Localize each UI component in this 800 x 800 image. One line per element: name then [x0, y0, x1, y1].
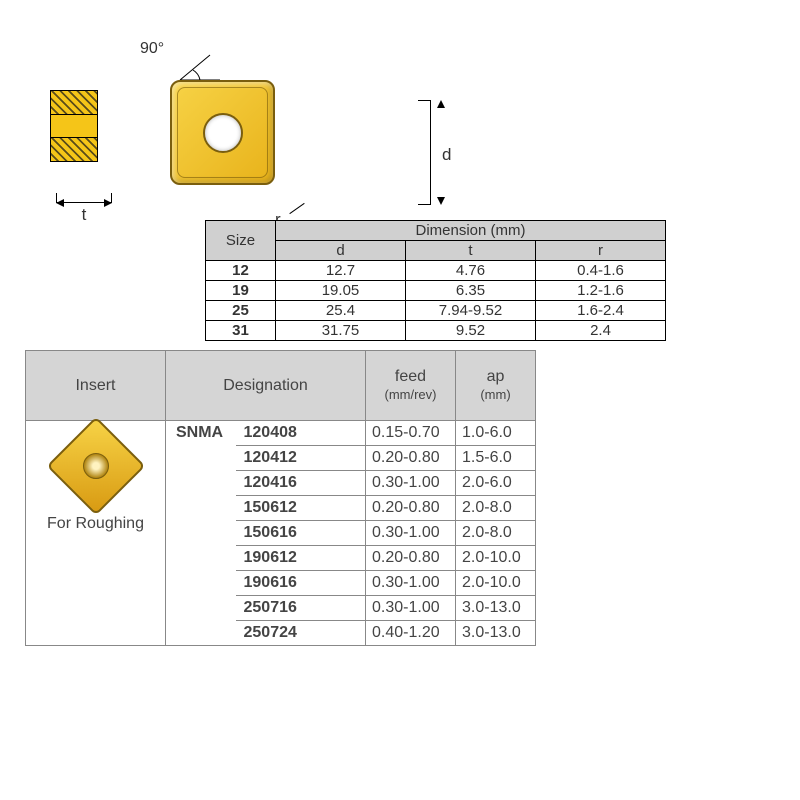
size-cell: 19: [206, 281, 276, 301]
ap-cell: 1.0-6.0: [456, 421, 536, 446]
t-cell: 7.94-9.52: [406, 301, 536, 321]
technical-diagram: t 90° r d Size Dimension (mm): [40, 60, 760, 280]
dimension-header: Dimension (mm): [276, 221, 666, 241]
feed-cell: 0.20-0.80: [366, 446, 456, 471]
code-cell: 250716: [236, 596, 366, 621]
insert-square-icon: [170, 80, 275, 185]
code-cell: 120416: [236, 471, 366, 496]
insert-label: For Roughing: [34, 515, 157, 533]
size-header: Size: [206, 221, 276, 261]
dimension-table-body: 1212.74.760.4-1.61919.056.351.2-1.62525.…: [206, 261, 666, 341]
angle-arc-icon: [175, 45, 225, 85]
size-cell: 12: [206, 261, 276, 281]
feed-cell: 0.30-1.00: [366, 521, 456, 546]
table-row: For RoughingSNMA1204080.15-0.701.0-6.0: [26, 421, 536, 446]
feed-cell: 0.30-1.00: [366, 571, 456, 596]
r-cell: 0.4-1.6: [536, 261, 666, 281]
col-r: r: [536, 241, 666, 261]
d-cell: 12.7: [276, 261, 406, 281]
feed-cell: 0.30-1.00: [366, 596, 456, 621]
feed-cell: 0.20-0.80: [366, 546, 456, 571]
ap-cell: 2.0-10.0: [456, 571, 536, 596]
t-cell: 6.35: [406, 281, 536, 301]
d-label: d: [442, 145, 451, 165]
t-label: t: [56, 205, 112, 225]
t-cell: 4.76: [406, 261, 536, 281]
ap-cell: 2.0-10.0: [456, 546, 536, 571]
feed-cell: 0.30-1.00: [366, 471, 456, 496]
r-cell: 2.4: [536, 321, 666, 341]
d-cell: 25.4: [276, 301, 406, 321]
col-t: t: [406, 241, 536, 261]
code-cell: 150616: [236, 521, 366, 546]
side-profile-icon: [50, 90, 98, 162]
feed-header: feed (mm/rev): [366, 351, 456, 421]
designation-header: Designation: [166, 351, 366, 421]
code-cell: 250724: [236, 621, 366, 646]
family-cell: SNMA: [166, 421, 236, 646]
designation-table: Insert Designation feed (mm/rev) ap (mm)…: [25, 350, 536, 646]
feed-cell: 0.20-0.80: [366, 496, 456, 521]
code-cell: 190612: [236, 546, 366, 571]
side-view-icon: t: [50, 90, 98, 162]
size-cell: 31: [206, 321, 276, 341]
feed-cell: 0.15-0.70: [366, 421, 456, 446]
size-cell: 25: [206, 301, 276, 321]
table-row: 1919.056.351.2-1.6: [206, 281, 666, 301]
ap-cell: 2.0-6.0: [456, 471, 536, 496]
code-cell: 120408: [236, 421, 366, 446]
insert-cell: For Roughing: [26, 421, 166, 646]
table-row: 3131.759.522.4: [206, 321, 666, 341]
t-cell: 9.52: [406, 321, 536, 341]
insert-header: Insert: [26, 351, 166, 421]
ap-cell: 3.0-13.0: [456, 596, 536, 621]
table-row: 2525.47.94-9.521.6-2.4: [206, 301, 666, 321]
code-cell: 120412: [236, 446, 366, 471]
d-cell: 19.05: [276, 281, 406, 301]
code-cell: 150612: [236, 496, 366, 521]
ap-header: ap (mm): [456, 351, 536, 421]
col-d: d: [276, 241, 406, 261]
ap-cell: 1.5-6.0: [456, 446, 536, 471]
code-cell: 190616: [236, 571, 366, 596]
ap-cell: 3.0-13.0: [456, 621, 536, 646]
table-row: 1212.74.760.4-1.6: [206, 261, 666, 281]
d-cell: 31.75: [276, 321, 406, 341]
dimension-table: Size Dimension (mm) d t r 1212.74.760.4-…: [205, 220, 666, 341]
r-cell: 1.6-2.4: [536, 301, 666, 321]
r-cell: 1.2-1.6: [536, 281, 666, 301]
insert-hole-icon: [203, 113, 243, 153]
dimension-t: t: [56, 202, 112, 222]
ap-cell: 2.0-8.0: [456, 521, 536, 546]
insert-3d-icon: [46, 417, 145, 516]
angle-label: 90°: [140, 40, 164, 58]
dimension-d: d: [420, 100, 450, 205]
feed-cell: 0.40-1.20: [366, 621, 456, 646]
top-view-icon: r d: [170, 80, 275, 185]
ap-cell: 2.0-8.0: [456, 496, 536, 521]
